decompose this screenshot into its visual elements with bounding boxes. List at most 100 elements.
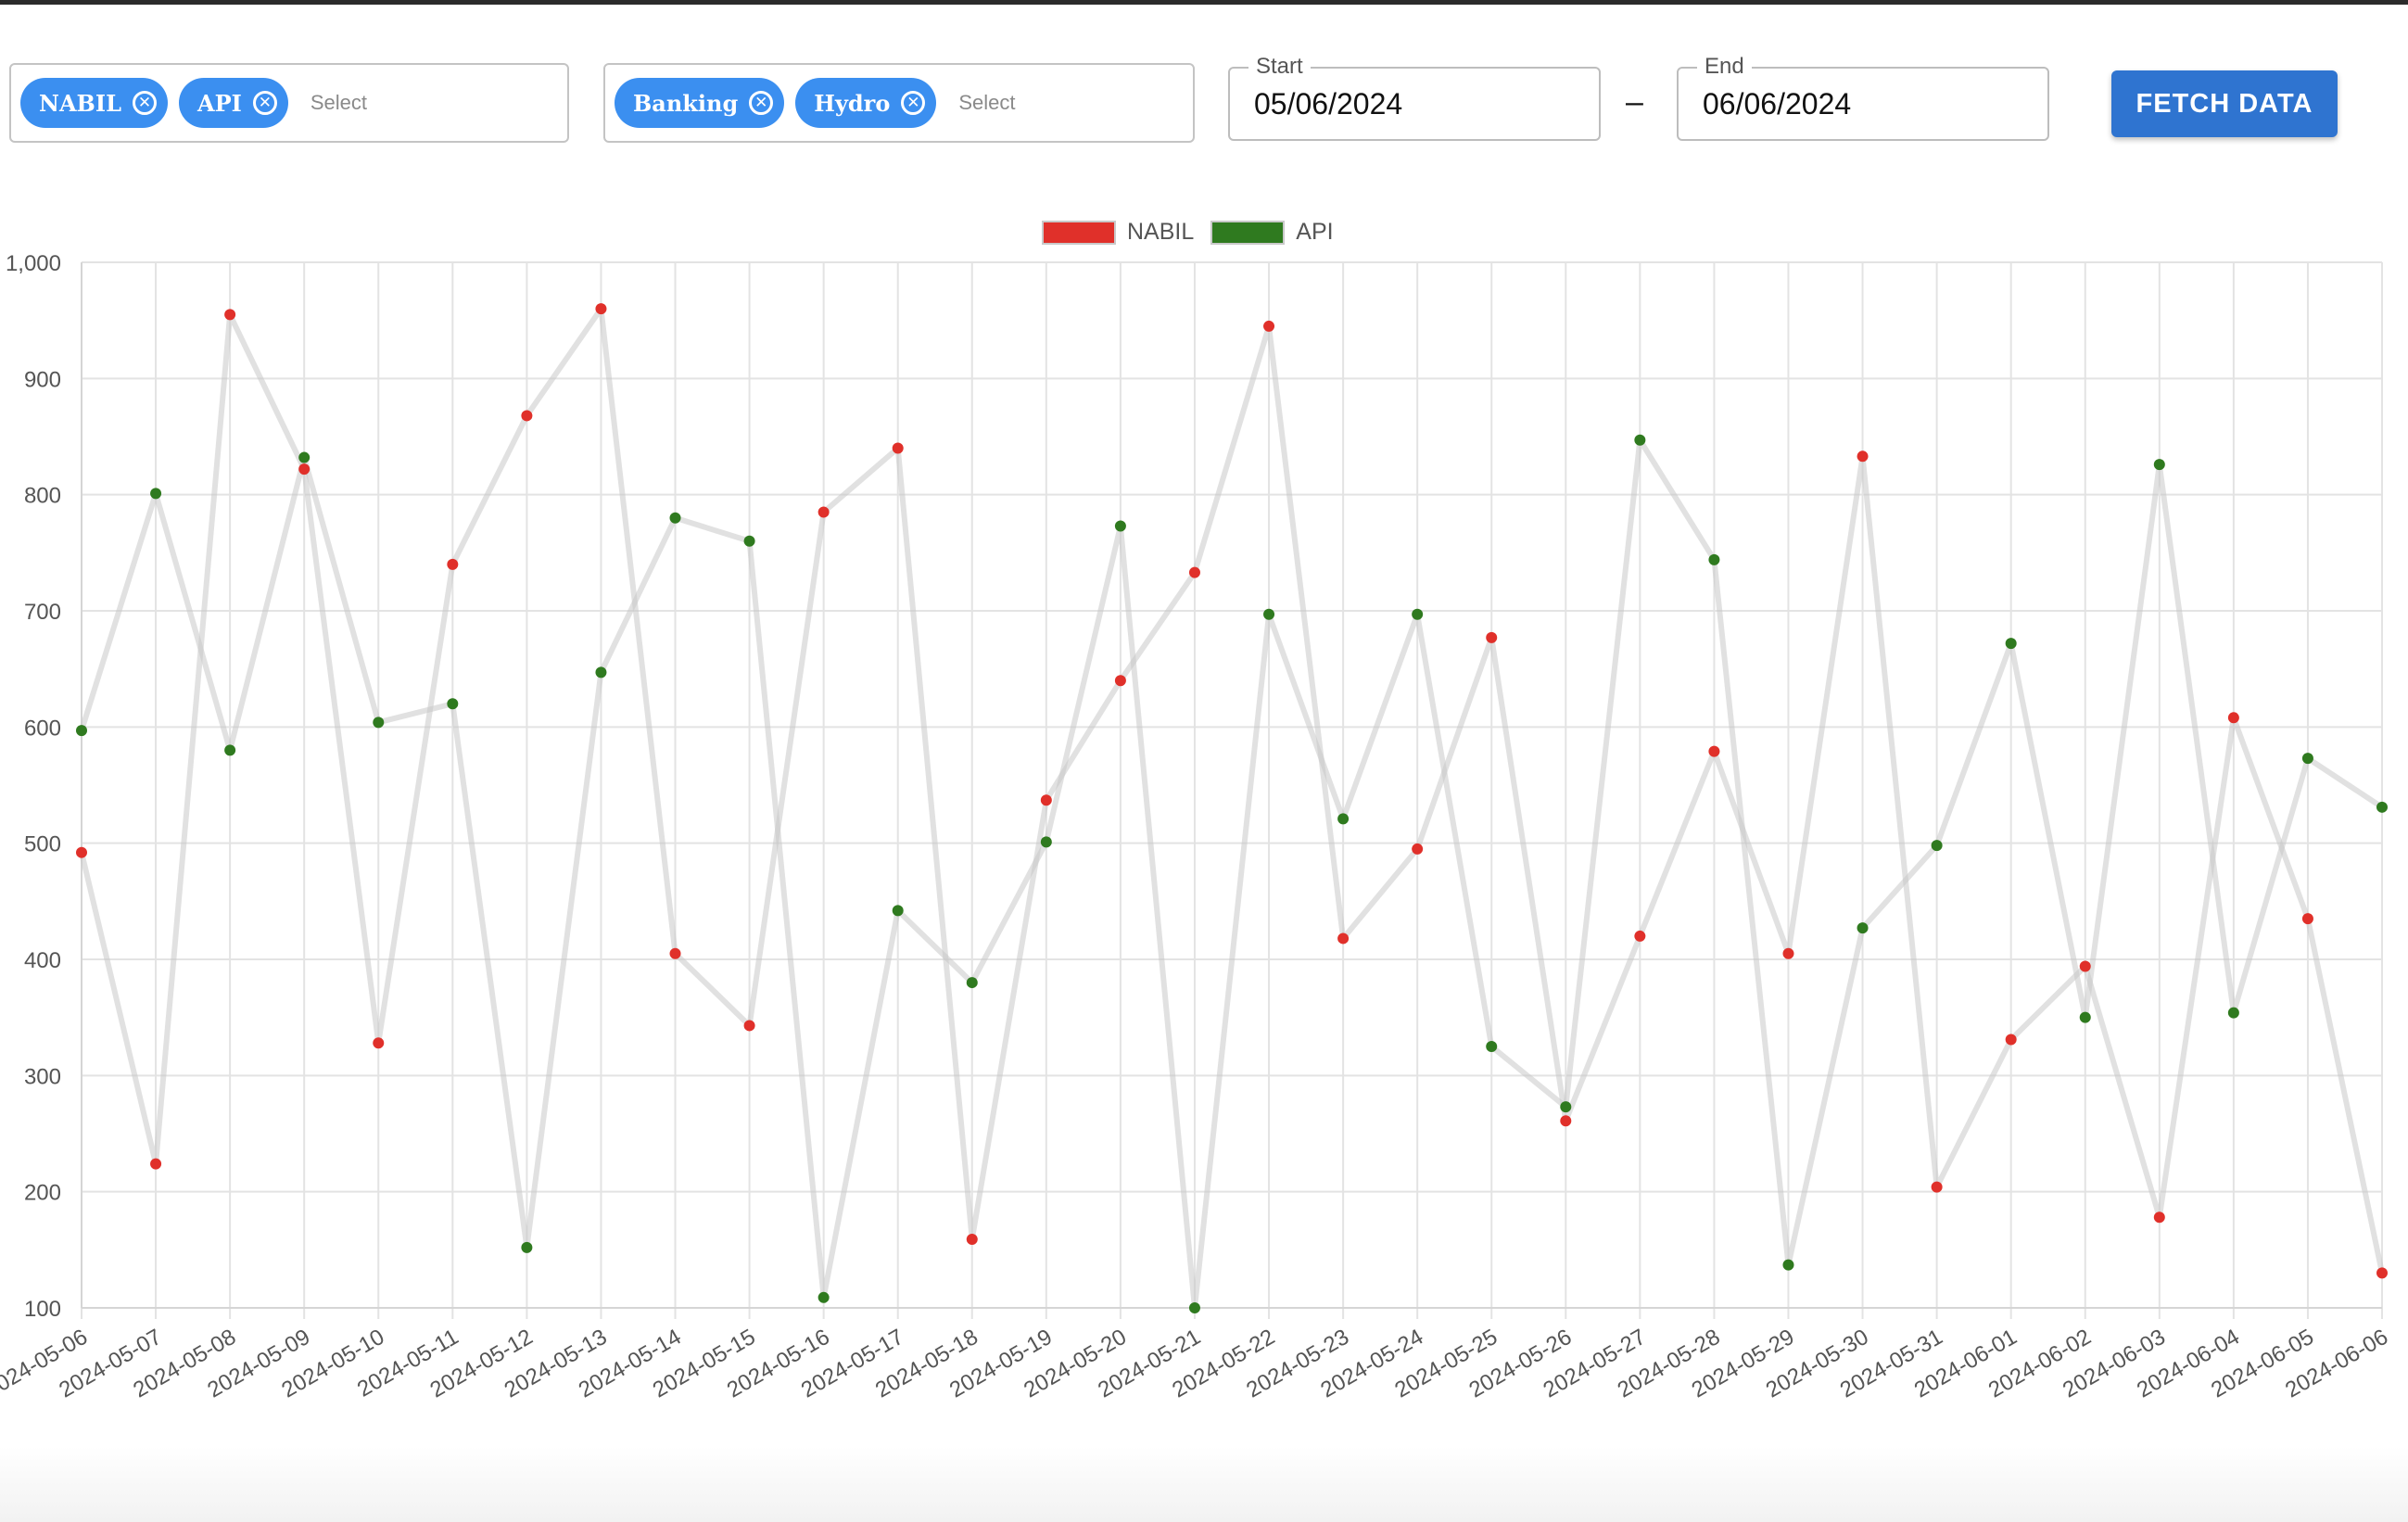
data-point-api (1782, 1259, 1794, 1271)
y-tick-label: 200 (24, 1181, 61, 1206)
data-point-api (743, 535, 755, 547)
data-point-api (1560, 1101, 1572, 1113)
legend-swatch-api (1210, 220, 1286, 245)
data-point-api (2301, 753, 2313, 765)
data-point-nabil (743, 1020, 755, 1032)
data-point-api (447, 698, 459, 710)
close-circle-icon[interactable]: ✕ (252, 91, 277, 115)
chip-sector-banking[interactable]: Banking ✕ (615, 78, 785, 128)
series-line-api (79, 437, 2384, 1311)
data-point-nabil (1114, 675, 1126, 687)
data-point-api (1114, 520, 1126, 532)
end-date-value[interactable]: 06/06/2024 (1703, 87, 1852, 120)
close-circle-icon[interactable]: ✕ (749, 91, 774, 115)
line-chart: 1,0009008007006005004003002001002024-05-… (0, 251, 2392, 1403)
data-point-nabil (447, 558, 459, 570)
data-point-nabil (2079, 960, 2091, 972)
data-point-api (966, 977, 978, 989)
data-point-nabil (2376, 1267, 2388, 1279)
data-point-api (892, 905, 904, 917)
y-tick-label: 700 (24, 600, 61, 625)
data-point-nabil (1188, 566, 1200, 578)
legend-swatch-nabil (1042, 220, 1116, 245)
data-point-nabil (1337, 932, 1350, 945)
chip-label: Hydro (814, 89, 891, 117)
page-bottom (0, 1446, 2408, 1522)
close-circle-icon[interactable]: ✕ (132, 91, 157, 115)
y-tick-label: 800 (24, 484, 61, 509)
data-point-api (2153, 459, 2165, 471)
chip-stock-nabil[interactable]: NABIL ✕ (20, 78, 168, 128)
sector-multiselect[interactable]: Banking ✕ Hydro ✕ (603, 63, 1195, 143)
data-point-api (669, 512, 681, 524)
data-point-nabil (1412, 843, 1424, 855)
y-tick-label: 900 (24, 367, 61, 392)
data-point-api (1412, 608, 1424, 620)
legend-label-api: API (1296, 219, 1334, 245)
data-point-nabil (373, 1037, 385, 1049)
data-point-nabil (1708, 745, 1720, 757)
data-point-nabil (2153, 1211, 2165, 1224)
data-point-api (521, 1241, 533, 1253)
data-point-api (1634, 434, 1646, 446)
data-point-nabil (1782, 947, 1794, 959)
end-date-label: End (1697, 54, 1752, 80)
data-point-api (2227, 1007, 2239, 1019)
stock-select-input[interactable] (308, 90, 414, 116)
start-date-label: Start (1248, 54, 1311, 80)
data-point-nabil (521, 410, 533, 422)
start-date-value[interactable]: 05/06/2024 (1254, 87, 1403, 120)
data-point-api (2005, 638, 2017, 650)
data-point-nabil (1486, 631, 1498, 643)
chip-label: Banking (633, 89, 739, 117)
data-point-nabil (1857, 450, 1869, 463)
data-point-nabil (2301, 913, 2313, 925)
fetch-data-button[interactable]: FETCH DATA (2111, 70, 2338, 137)
y-tick-label: 100 (24, 1297, 61, 1322)
data-point-nabil (150, 1158, 162, 1170)
start-date-field[interactable]: Start 05/06/2024 (1228, 54, 1601, 141)
legend-label-nabil: NABIL (1127, 219, 1195, 245)
data-point-api (298, 451, 311, 463)
data-point-api (76, 725, 87, 737)
sector-select-input[interactable] (957, 90, 1063, 116)
series-line-nabil (79, 306, 2385, 1275)
y-tick-label: 500 (24, 832, 61, 857)
stock-multiselect[interactable]: NABIL ✕ API ✕ (9, 63, 569, 143)
end-date-field[interactable]: End 06/06/2024 (1677, 54, 2049, 141)
data-point-nabil (298, 463, 311, 476)
y-tick-label: 400 (24, 948, 61, 973)
data-point-api (373, 717, 385, 729)
data-point-nabil (1931, 1181, 1943, 1193)
data-point-api (1040, 836, 1052, 848)
data-point-api (817, 1291, 830, 1303)
data-point-nabil (1560, 1115, 1572, 1127)
data-point-api (1263, 608, 1275, 620)
data-point-nabil (2005, 1034, 2017, 1046)
y-tick-label: 300 (24, 1064, 61, 1089)
data-point-nabil (76, 846, 87, 858)
chart-legend: NABIL API (1042, 219, 1350, 246)
data-point-nabil (224, 309, 236, 321)
data-point-api (2079, 1011, 2091, 1023)
data-point-nabil (1040, 794, 1052, 806)
data-point-nabil (1634, 930, 1646, 942)
data-point-api (595, 666, 607, 679)
close-circle-icon[interactable]: ✕ (901, 91, 926, 115)
data-point-api (1486, 1041, 1498, 1052)
data-point-nabil (966, 1234, 978, 1246)
data-point-api (1337, 813, 1350, 825)
chip-sector-hydro[interactable]: Hydro ✕ (795, 78, 937, 128)
data-point-nabil (2227, 712, 2239, 724)
chip-label: API (196, 89, 242, 117)
data-point-api (150, 488, 162, 500)
chip-label: NABIL (39, 89, 121, 117)
data-point-api (1857, 922, 1869, 934)
data-point-nabil (892, 442, 904, 454)
y-tick-label: 600 (24, 716, 61, 741)
legend-item-api[interactable]: API (1210, 219, 1334, 246)
data-point-nabil (595, 303, 607, 315)
data-point-nabil (669, 947, 681, 959)
legend-item-nabil[interactable]: NABIL (1042, 219, 1194, 246)
chip-stock-api[interactable]: API ✕ (178, 78, 288, 128)
